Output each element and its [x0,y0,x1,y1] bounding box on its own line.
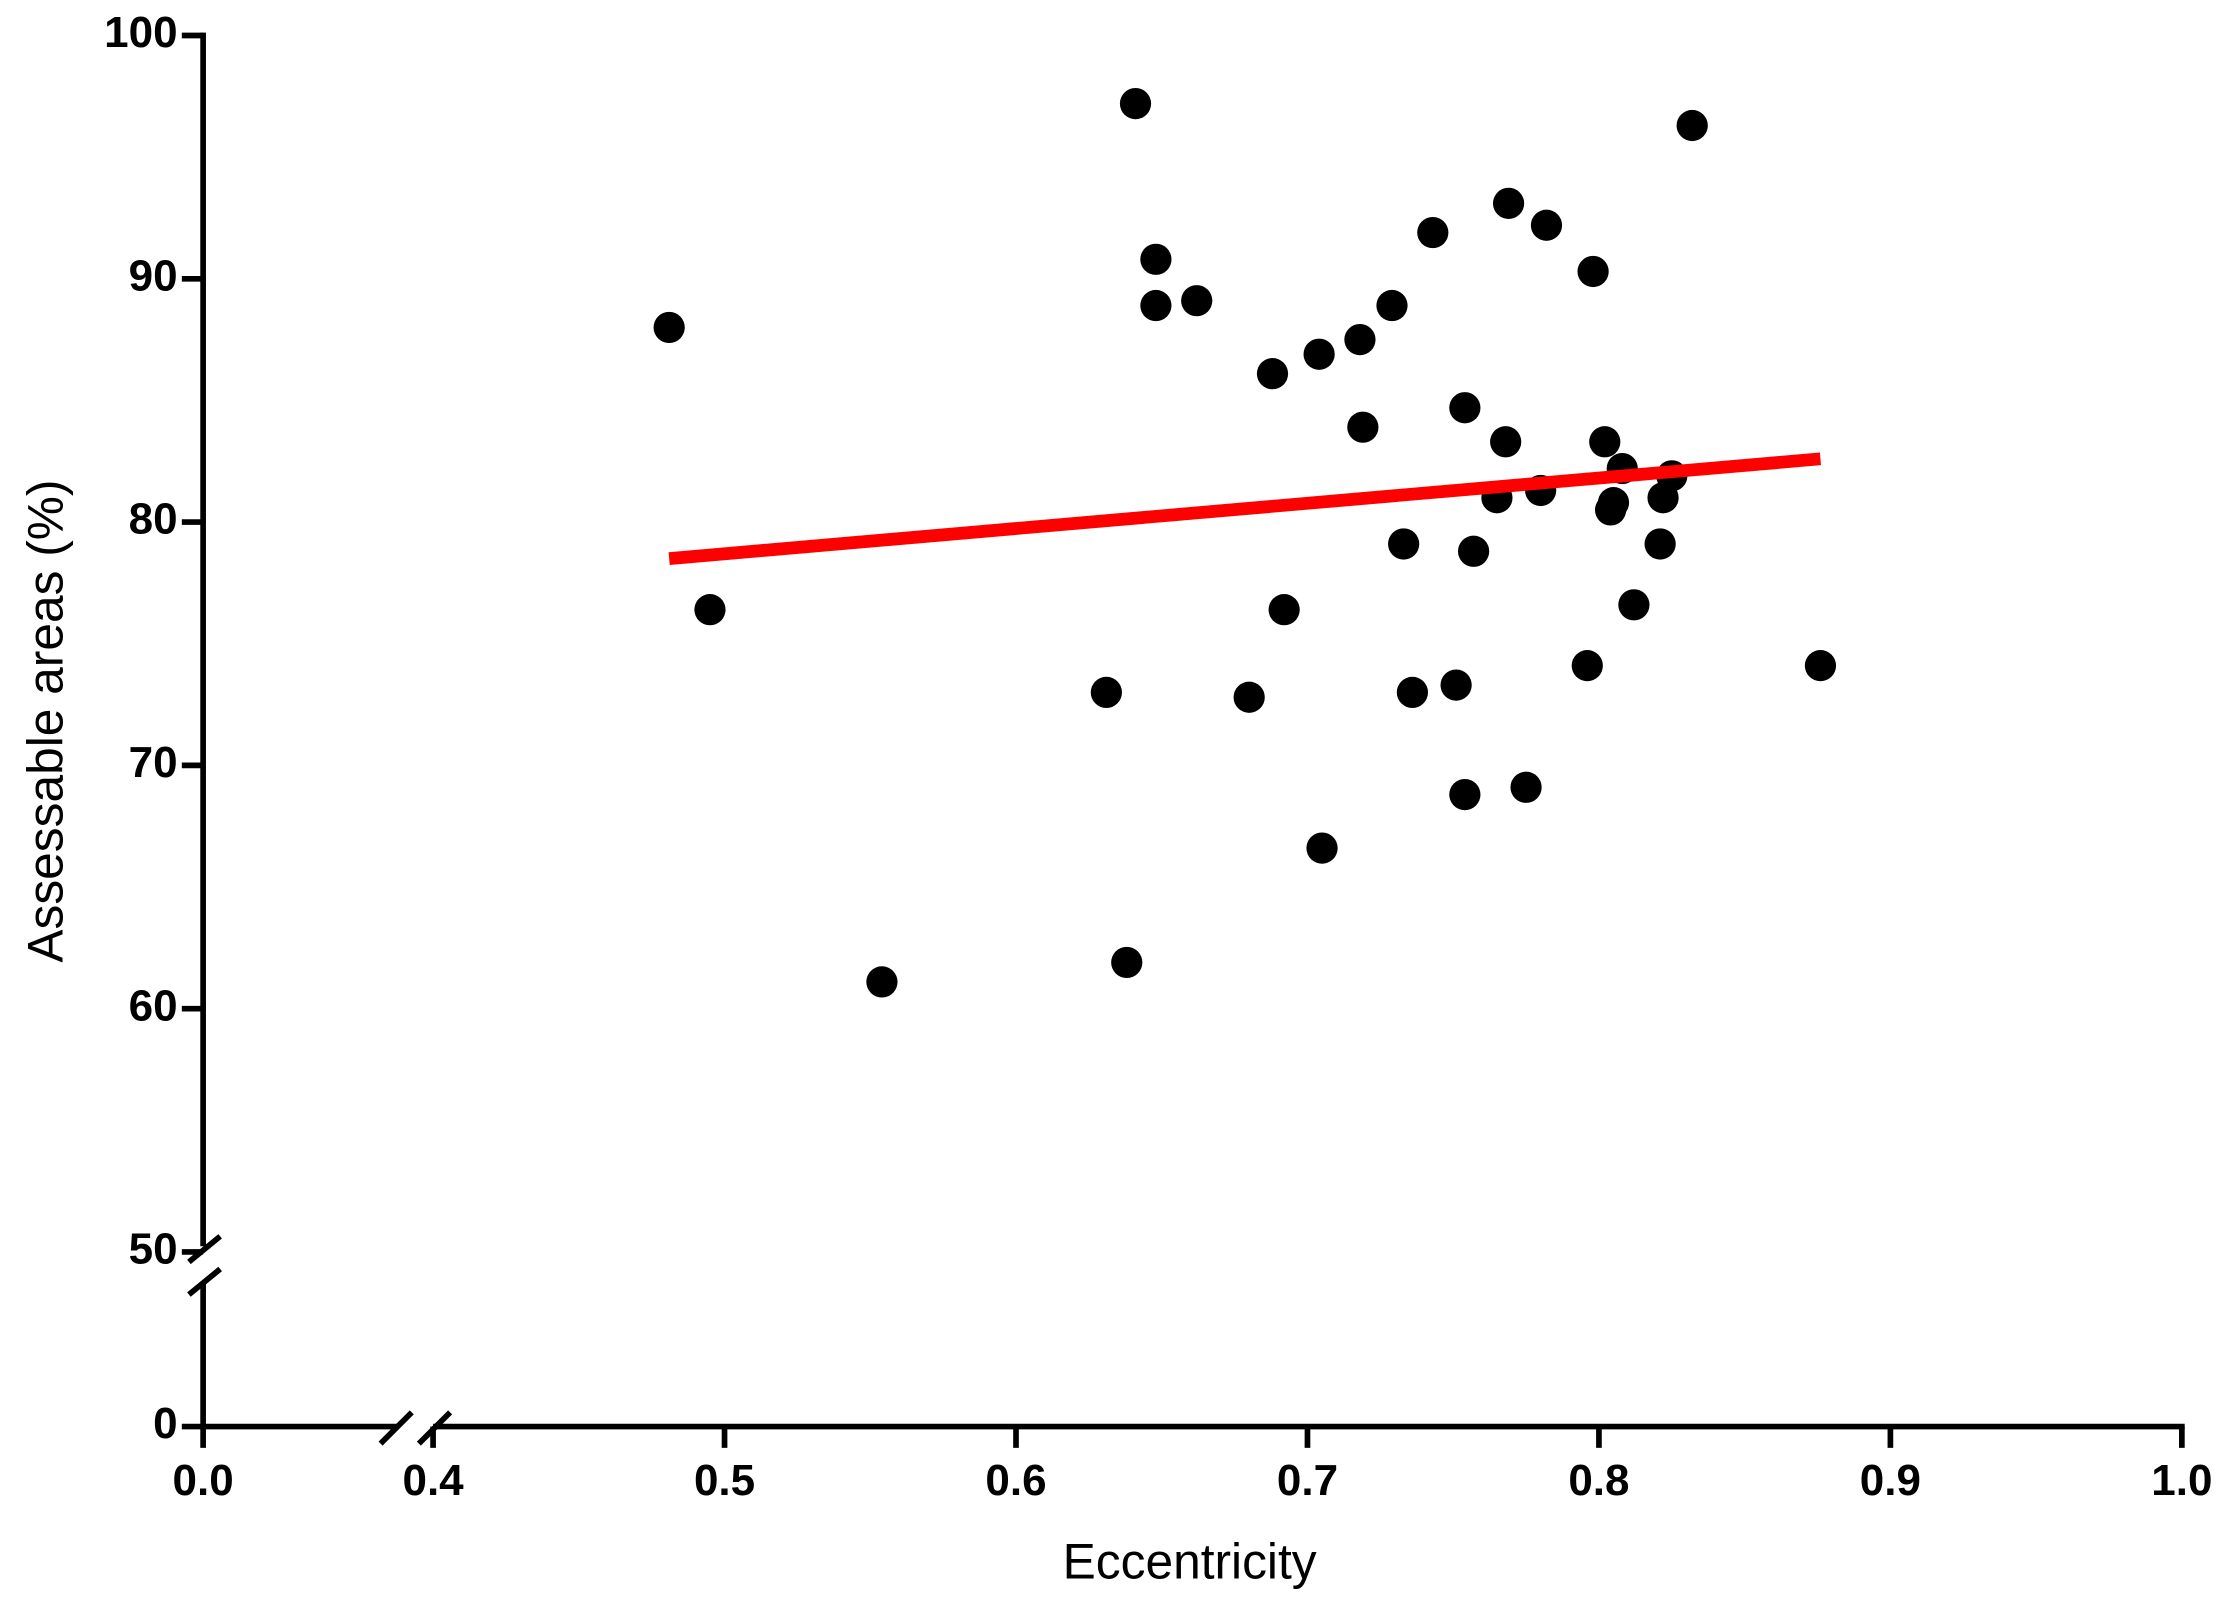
x-tick-label: 0.7 [1277,1456,1338,1505]
point [1388,528,1420,560]
point [1090,676,1122,709]
y-axis-title: Assessable areas (%) [18,480,74,963]
point [1490,426,1522,458]
point [1140,289,1172,322]
x-tick-label: 0.5 [694,1456,755,1505]
point [1181,285,1213,317]
point [1303,338,1335,370]
point [694,594,726,626]
point [1676,109,1708,142]
point [1233,681,1265,713]
point [866,966,898,998]
point [1119,87,1152,120]
point [1571,650,1603,682]
point [1510,771,1542,803]
point [1577,255,1609,288]
point [1417,216,1449,249]
x-tick-label: 0.4 [402,1456,464,1505]
point [1256,358,1289,390]
y-tick-label: 90 [129,251,178,300]
x-break-mark [378,1410,414,1446]
point [1804,650,1837,682]
point [653,311,685,344]
point [1457,535,1490,567]
point [1344,323,1376,356]
x-tick-label: 1.0 [2151,1456,2212,1505]
point [1268,594,1300,626]
point [1618,589,1650,621]
y-tick-label: 70 [129,738,178,787]
point [1347,411,1379,443]
y-break-mark [187,1266,222,1297]
axes [187,32,2185,1446]
x-tick-label: 0.8 [1568,1456,1629,1505]
fit-line [668,452,1822,565]
x-tick-label: 0.0 [173,1456,234,1505]
y-tick-label: 100 [104,8,177,57]
point [1597,487,1630,519]
y-tick-label: 80 [129,495,178,544]
point [1644,528,1676,560]
point [1440,669,1472,701]
x-tick-label: 0.6 [985,1456,1046,1505]
point [1449,392,1481,424]
point [1140,243,1172,275]
x-tick-label: 0.9 [1860,1456,1921,1505]
point [1111,946,1143,979]
y-tick-label: 50 [129,1225,178,1274]
point [1376,289,1408,322]
y-break-mark [187,1234,222,1265]
point [1396,676,1429,709]
y-tick-label: 0 [153,1399,177,1448]
point [1530,209,1563,241]
x-axis-title: Eccentricity [1063,1533,1317,1589]
point [1449,778,1481,811]
point [1492,187,1525,219]
point [1589,426,1621,458]
y-tick-label: 60 [129,981,178,1030]
point [1306,832,1338,864]
